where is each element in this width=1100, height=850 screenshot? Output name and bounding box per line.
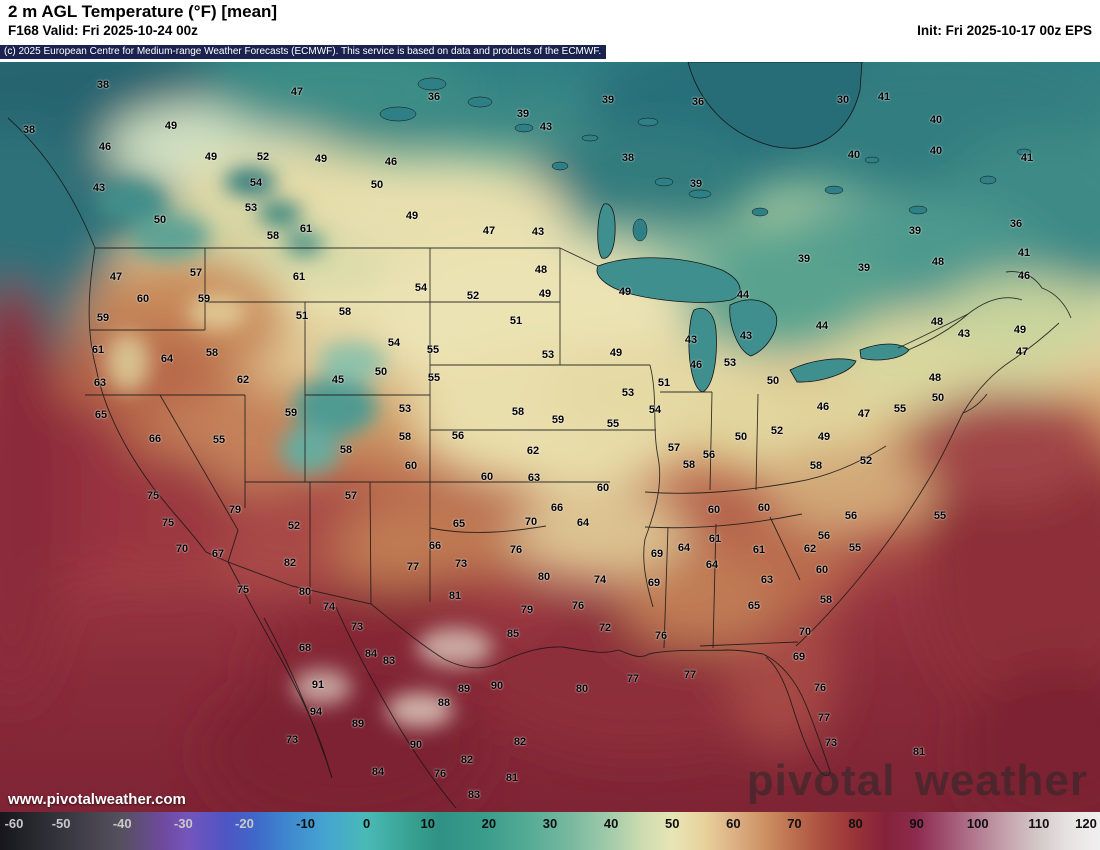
colorbar-tick-label: 70 — [787, 816, 802, 831]
colorbar-tick-label: 0 — [363, 816, 371, 831]
colorbar-tick-label: 110 — [1028, 816, 1050, 831]
map-header: 2 m AGL Temperature (°F) [mean] F168 Val… — [0, 0, 1100, 62]
colorbar-tick-label: -50 — [51, 816, 71, 831]
map-area: 38 47 36 39 36 30 41 39 40 38 49 43 40 41 46 49 52 49 46 38… — [0, 62, 1100, 812]
colorbar-tick-label: 80 — [848, 816, 863, 831]
colorbar-tick-label: 30 — [542, 816, 558, 831]
colorbar-tick-label: -30 — [173, 816, 193, 831]
colorbar-tick-label: 90 — [909, 816, 924, 831]
colorbar-tick-label: 120 — [1075, 816, 1097, 831]
site-url[interactable]: www.pivotalweather.com — [8, 791, 186, 808]
colorbar-tick-label: 60 — [726, 816, 741, 831]
colorbar-tick-label: 10 — [420, 816, 435, 831]
temperature-field-map — [0, 62, 1100, 812]
colorbar-tick-label: 100 — [966, 816, 989, 831]
colorbar-tick-label: -10 — [296, 816, 315, 831]
colorbar-gradient — [0, 812, 1100, 850]
colorbar-tick-label: -60 — [4, 816, 24, 831]
map-borders — [7, 117, 1072, 809]
colorbar-tick-label: -20 — [235, 816, 254, 831]
init-time-label: Init: Fri 2025-10-17 00z EPS — [917, 23, 1092, 38]
great-lakes — [596, 203, 910, 393]
colorbar: -60 -50 -40 -30 -20 -10 0 10 20 30 40 50 60 70 80 90 100… — [0, 812, 1100, 850]
page-title: 2 m AGL Temperature (°F) [mean] — [8, 2, 278, 21]
colorbar-tick-label: 40 — [603, 816, 619, 831]
copyright-notice: (c) 2025 European Centre for Medium-rang… — [0, 45, 607, 59]
colorbar-tick-label: 50 — [664, 816, 680, 831]
valid-time-label: F168 Valid: Fri 2025-10-24 00z — [8, 23, 198, 38]
watermark: pivotal weather — [746, 756, 1088, 805]
temperature-blobs — [0, 62, 1100, 812]
hudson-bay — [687, 62, 863, 149]
small-lakes — [379, 77, 1032, 242]
colorbar-ticks: -60 -50 -40 -30 -20 -10 0 10 20 30 40 50 60 70 80 90 100… — [0, 812, 1100, 850]
colorbar-tick-label: -40 — [112, 816, 132, 831]
colorbar-tick-label: 20 — [481, 816, 497, 831]
